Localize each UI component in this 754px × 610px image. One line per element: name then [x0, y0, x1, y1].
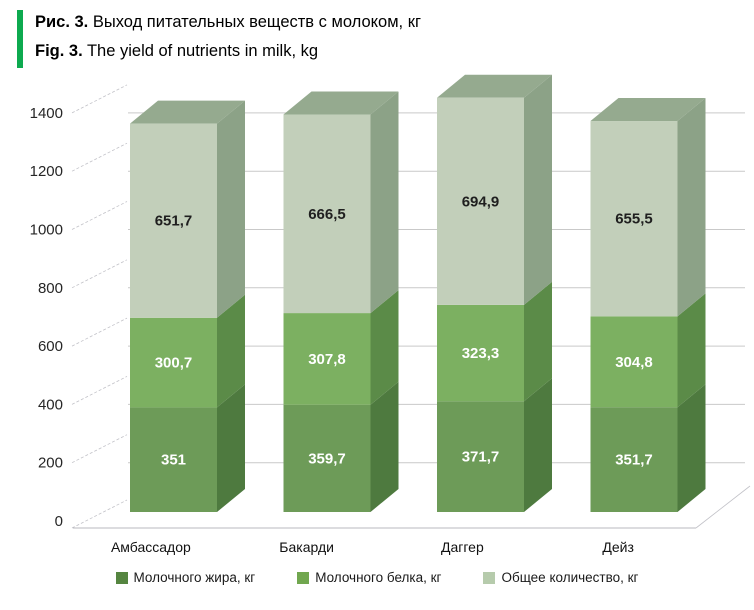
bar-side-face: [677, 293, 706, 408]
figure-title-ru: Рис. 3. Выход питательных веществ с моло…: [35, 8, 744, 37]
value-label: 323,3: [462, 345, 500, 362]
bar-side-face: [677, 384, 706, 512]
bar-side-face: [524, 74, 552, 305]
ytick-label: 400: [38, 396, 63, 413]
figure-title-en-text: The yield of nutrients in milk, kg: [82, 42, 319, 60]
bar-side-face: [677, 98, 706, 317]
bar-side-face: [370, 91, 399, 314]
value-label: 351: [161, 452, 186, 469]
bar-side-face: [217, 294, 245, 408]
category-label: Дейз: [602, 539, 634, 555]
bar-segment: [437, 401, 524, 512]
bar-segment: [437, 97, 524, 305]
bar-segment: [130, 317, 217, 408]
value-label: 359,7: [308, 450, 346, 467]
bar-segment: [130, 123, 217, 318]
figure-title-en: Fig. 3. The yield of nutrients in milk, …: [35, 37, 744, 66]
bar-segment: [590, 407, 678, 512]
bar-segment: [590, 316, 678, 408]
bar-top-face: [130, 100, 245, 124]
value-label: 666,5: [308, 206, 346, 223]
ytick-label: 1400: [30, 105, 63, 122]
ytick-label: 800: [38, 280, 63, 297]
legend-swatch-milk-fat-icon: [115, 571, 128, 584]
value-label: 307,8: [308, 351, 346, 368]
value-label: 655,5: [615, 211, 653, 228]
bar-side-face: [370, 381, 399, 512]
figure-title-ru-prefix: Рис. 3.: [35, 13, 89, 31]
bar-side-face: [217, 384, 245, 512]
legend-item-milk-protein: Молочного белка, кг: [297, 570, 441, 585]
value-label: 651,7: [155, 213, 193, 230]
value-label: 351,7: [615, 452, 653, 469]
tick-depth-line: [71, 142, 128, 172]
category-label: Бакарди: [279, 539, 334, 555]
bar-top-face: [283, 91, 399, 115]
bar-side-face: [524, 281, 552, 402]
bar-segment: [590, 121, 678, 317]
bar-segment: [283, 404, 371, 512]
ytick-label: 600: [38, 338, 63, 355]
legend-label-milk-protein: Молочного белка, кг: [315, 570, 442, 585]
value-label: 371,7: [462, 449, 500, 466]
figure-title-ru-text: Выход питательных веществ с молоком, кг: [88, 13, 421, 31]
category-label: Даггер: [441, 539, 484, 555]
legend-label-milk-fat: Молочного жира, кг: [133, 570, 256, 585]
tick-depth-line: [71, 434, 128, 464]
value-label: 300,7: [155, 355, 193, 372]
ytick-label: 1000: [30, 222, 63, 239]
tick-depth-line: [71, 201, 128, 230]
legend-swatch-milk-protein-icon: [297, 571, 310, 584]
bar-side-face: [217, 100, 245, 318]
legend-item-total: Общее количество, кг: [483, 570, 638, 585]
bar-side-face: [370, 290, 399, 405]
legend-label-total: Общее количество, кг: [501, 570, 639, 585]
value-label: 304,8: [615, 354, 653, 371]
floor-right-edge: [695, 485, 751, 529]
bar-segment: [130, 407, 217, 512]
tick-depth-line: [71, 499, 128, 529]
bar-top-face: [590, 98, 706, 122]
category-label: Амбассадор: [111, 539, 191, 555]
figure-accent-bar: [17, 10, 23, 68]
legend-item-milk-fat: Молочного жира, кг: [115, 570, 256, 585]
ytick-label: 0: [55, 513, 63, 530]
tick-depth-line: [71, 317, 128, 347]
figure-caption: Рис. 3. Выход питательных веществ с моло…: [35, 8, 744, 66]
chart-legend: Молочного жира, кг Молочного белка, кг О…: [0, 570, 754, 585]
ytick-label: 200: [38, 455, 63, 472]
bar-top-face: [437, 74, 552, 98]
tick-depth-line: [71, 84, 128, 114]
tick-depth-line: [71, 259, 128, 289]
legend-swatch-total-icon: [483, 571, 496, 584]
bar-segment: [283, 313, 371, 405]
value-label: 694,9: [462, 193, 500, 210]
bar-segment: [437, 304, 524, 402]
bar-side-face: [524, 378, 552, 512]
bar-segment: [283, 114, 371, 314]
tick-depth-line: [71, 376, 128, 405]
ytick-label: 1200: [30, 163, 63, 180]
figure-title-en-prefix: Fig. 3.: [35, 42, 83, 60]
